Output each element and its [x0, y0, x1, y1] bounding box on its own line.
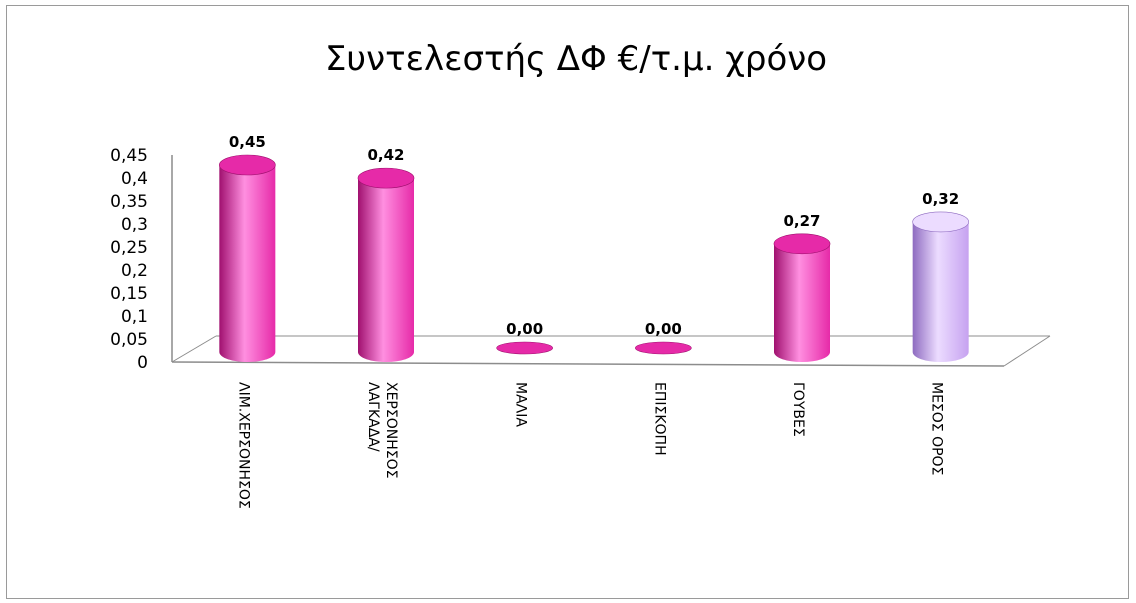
bar-body [358, 178, 414, 362]
category-label: ΜΕΣΟΣ ΟΡΟΣ [929, 382, 945, 475]
y-axis-ticks: 0 0,05 0,1 0,15 0,2 0,25 0,3 0,35 0,4 0,45 [110, 146, 148, 373]
bar-body [219, 165, 276, 362]
bar [357, 167, 415, 362]
bar-cap [773, 233, 831, 255]
chart-frame [6, 5, 1129, 599]
chart-category-labels: ΛΙΜ.ΧΕΡΣΟΝΗΣΟΣ ΛΑΓΚΑΔΑ/ΧΕΡΣΟΝΗΣΟΣ ΜΑΛΙΑ ΕΠΙ… [235, 382, 944, 509]
category-label: ΧΕΡΣΟΝΗΣΟΣ [383, 382, 399, 478]
bar-cap [912, 211, 969, 233]
bar [773, 233, 831, 362]
y-tick-label: 0,35 [110, 192, 148, 212]
y-tick-label: 0,15 [110, 284, 148, 304]
bar-value-label: 0,45 [229, 133, 266, 151]
floor-left-edge [171, 335, 217, 363]
category-label: ΜΑΛΙΑ [513, 382, 529, 427]
chart-axes [171, 155, 1051, 367]
y-tick-label: 0 [137, 353, 148, 373]
y-tick-label: 0,05 [110, 330, 148, 350]
x-axis-line [171, 361, 1005, 367]
category-label: ΛΙΜ.ΧΕΡΣΟΝΗΣΟΣ [235, 382, 251, 509]
bar-value-label: 0,32 [922, 190, 959, 208]
bar [219, 154, 276, 362]
bar-body [774, 243, 830, 362]
bar [496, 341, 553, 355]
bar-zero-disc [635, 341, 692, 355]
bar-cap [219, 154, 276, 176]
bar-value-label: 0,00 [506, 320, 543, 338]
bar [912, 211, 969, 362]
category-label: ΕΠΙΣΚΟΠΗ [651, 382, 667, 456]
bar [635, 341, 692, 355]
y-tick-label: 0,1 [121, 307, 148, 327]
y-tick-label: 0,25 [110, 238, 148, 258]
floor-right-edge [1003, 335, 1051, 367]
y-tick-label: 0,2 [121, 261, 148, 281]
chart-bars [219, 154, 969, 362]
chart-value-labels: 0,45 0,42 0,00 0,00 0,27 0,32 [229, 133, 959, 338]
y-tick-label: 0,45 [110, 146, 148, 166]
bar-zero-disc [496, 341, 553, 355]
y-tick-label: 0,3 [121, 215, 148, 235]
chart-title: Συντελεστής ΔΦ €/τ.μ. χρόνο [325, 39, 827, 79]
bar-body [912, 221, 969, 362]
bar-value-label: 0,00 [645, 320, 682, 338]
bar-value-label: 0,42 [367, 146, 404, 164]
y-tick-label: 0,4 [121, 169, 148, 189]
category-label: ΓΟΥΒΕΣ [790, 382, 806, 437]
bar-value-label: 0,27 [783, 212, 820, 230]
category-label: ΛΑΓΚΑΔΑ/ [365, 382, 381, 452]
bar-cap [357, 167, 415, 189]
